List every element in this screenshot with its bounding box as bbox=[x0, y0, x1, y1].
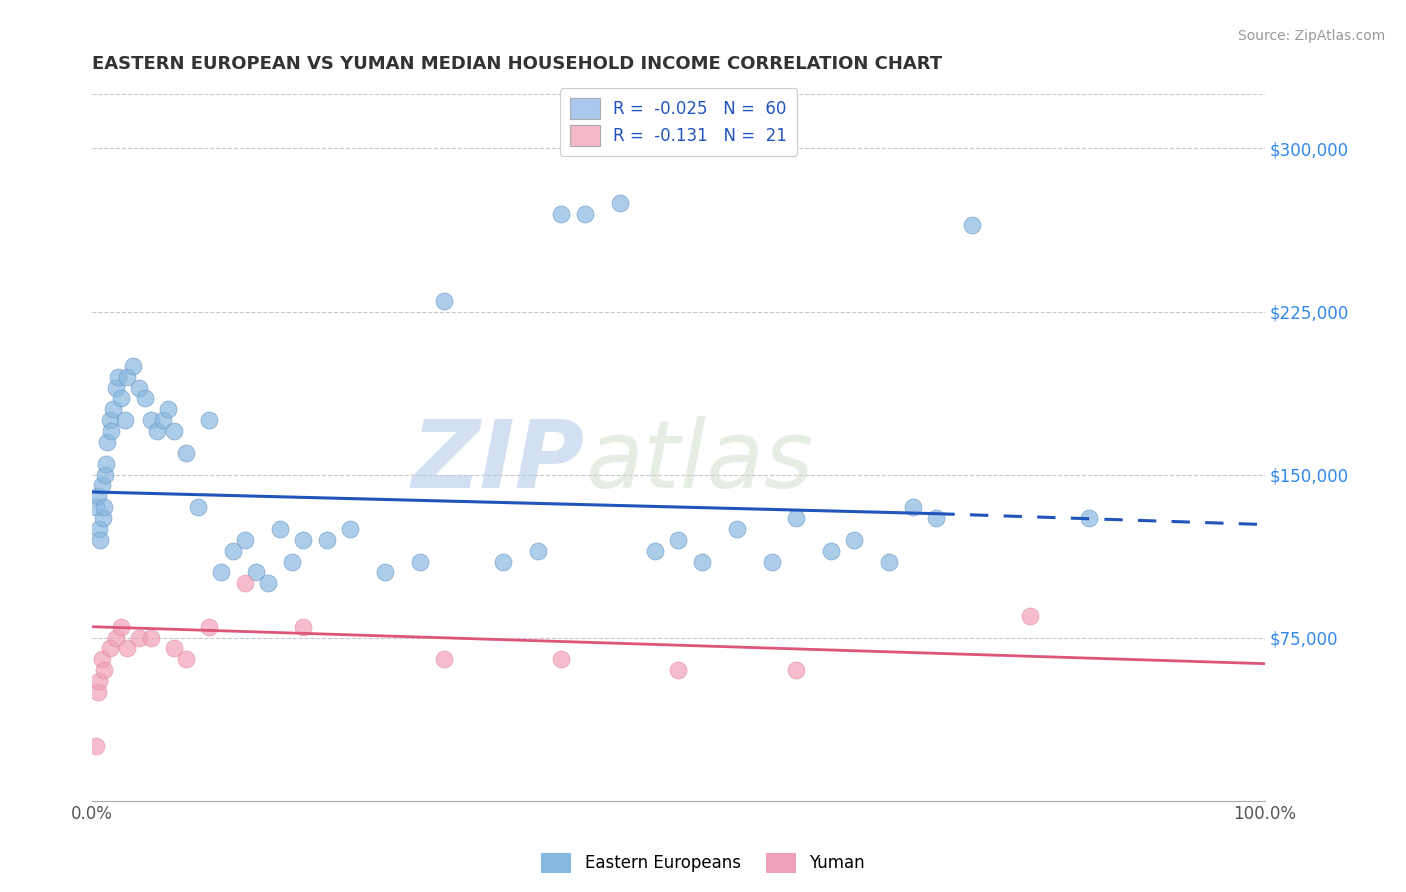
Point bbox=[163, 424, 186, 438]
Point bbox=[550, 652, 572, 666]
Point bbox=[107, 369, 129, 384]
Point bbox=[280, 554, 302, 568]
Point bbox=[89, 522, 111, 536]
Point bbox=[84, 500, 107, 515]
Point bbox=[925, 511, 948, 525]
Point bbox=[96, 457, 118, 471]
Point bbox=[93, 500, 115, 515]
Point bbox=[233, 576, 256, 591]
Point bbox=[292, 533, 315, 547]
Point bbox=[128, 381, 150, 395]
Y-axis label: Median Household Income: Median Household Income bbox=[0, 337, 8, 558]
Point bbox=[90, 478, 112, 492]
Point bbox=[104, 631, 127, 645]
Point bbox=[163, 641, 186, 656]
Point bbox=[98, 641, 121, 656]
Text: Source: ZipAtlas.com: Source: ZipAtlas.com bbox=[1237, 29, 1385, 43]
Point bbox=[139, 413, 162, 427]
Point bbox=[209, 566, 232, 580]
Point bbox=[785, 511, 807, 525]
Point bbox=[145, 424, 167, 438]
Point bbox=[110, 620, 132, 634]
Point bbox=[1077, 511, 1099, 525]
Point bbox=[901, 500, 924, 515]
Point bbox=[128, 631, 150, 645]
Point bbox=[374, 566, 396, 580]
Point bbox=[152, 413, 174, 427]
Point bbox=[785, 663, 807, 677]
Point bbox=[820, 543, 842, 558]
Point bbox=[103, 402, 125, 417]
Legend: Eastern Europeans, Yuman: Eastern Europeans, Yuman bbox=[534, 847, 872, 880]
Point bbox=[96, 434, 118, 449]
Point bbox=[222, 543, 245, 558]
Point bbox=[91, 511, 114, 525]
Point bbox=[93, 663, 115, 677]
Point bbox=[134, 392, 156, 406]
Point bbox=[690, 554, 713, 568]
Point bbox=[960, 218, 983, 232]
Point bbox=[761, 554, 783, 568]
Point bbox=[187, 500, 209, 515]
Point bbox=[98, 413, 121, 427]
Point bbox=[491, 554, 513, 568]
Point bbox=[668, 663, 690, 677]
Point bbox=[90, 652, 112, 666]
Point bbox=[339, 522, 361, 536]
Point bbox=[198, 413, 221, 427]
Point bbox=[315, 533, 337, 547]
Point bbox=[139, 631, 162, 645]
Point bbox=[122, 359, 145, 373]
Point bbox=[609, 195, 631, 210]
Text: EASTERN EUROPEAN VS YUMAN MEDIAN HOUSEHOLD INCOME CORRELATION CHART: EASTERN EUROPEAN VS YUMAN MEDIAN HOUSEHO… bbox=[93, 55, 942, 73]
Point bbox=[550, 207, 572, 221]
Point bbox=[117, 369, 139, 384]
Point bbox=[174, 446, 197, 460]
Point bbox=[94, 467, 117, 482]
Point bbox=[1019, 608, 1042, 623]
Point bbox=[433, 293, 456, 308]
Point bbox=[668, 533, 690, 547]
Point bbox=[100, 424, 122, 438]
Point bbox=[245, 566, 267, 580]
Point bbox=[433, 652, 456, 666]
Point bbox=[257, 576, 280, 591]
Point bbox=[104, 381, 127, 395]
Point bbox=[174, 652, 197, 666]
Point bbox=[110, 392, 132, 406]
Point bbox=[269, 522, 291, 536]
Point bbox=[879, 554, 901, 568]
Point bbox=[198, 620, 221, 634]
Point bbox=[84, 739, 107, 754]
Point bbox=[292, 620, 315, 634]
Point bbox=[644, 543, 666, 558]
Point bbox=[526, 543, 548, 558]
Point bbox=[87, 489, 110, 503]
Point bbox=[574, 207, 596, 221]
Text: atlas: atlas bbox=[585, 416, 813, 507]
Legend: R =  -0.025   N =  60, R =  -0.131   N =  21: R = -0.025 N = 60, R = -0.131 N = 21 bbox=[560, 88, 797, 156]
Point bbox=[409, 554, 432, 568]
Point bbox=[87, 685, 110, 699]
Point bbox=[117, 641, 139, 656]
Point bbox=[157, 402, 180, 417]
Point bbox=[844, 533, 866, 547]
Point bbox=[89, 533, 111, 547]
Text: ZIP: ZIP bbox=[412, 416, 585, 508]
Point bbox=[233, 533, 256, 547]
Point bbox=[114, 413, 136, 427]
Point bbox=[725, 522, 748, 536]
Point bbox=[89, 674, 111, 689]
